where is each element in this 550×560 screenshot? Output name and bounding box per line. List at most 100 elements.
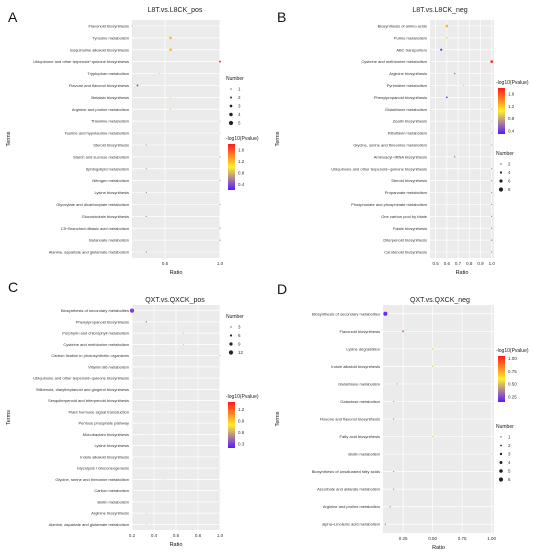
term-label: Arginine biosynthesis — [389, 71, 427, 76]
term-label: Flavonoid biosynthesis — [89, 23, 129, 28]
term-label: Biosynthesis of amino acids — [378, 23, 427, 28]
data-point — [491, 108, 493, 110]
panel-d: D QXT.vs.QXCK_neg Biosynthesis of secondar… — [275, 281, 529, 551]
x-tick-label: 1.00 — [487, 536, 496, 541]
x-axis-title: Ratio — [432, 545, 445, 551]
size-legend-dot — [499, 179, 503, 183]
x-tick-label: 0.6 — [173, 533, 180, 538]
data-point — [146, 377, 147, 379]
x-axis-title: Ratio — [170, 542, 183, 548]
term-label: Flavonoid biosynthesis — [340, 329, 380, 334]
data-point — [219, 456, 221, 458]
size-legend-label: 4 — [238, 112, 241, 117]
term-label: Biotin metabolism — [348, 452, 380, 457]
term-label: Glucosinolate biosynthesis — [82, 214, 129, 219]
term-label: Biosynthesis of unsaturated fatty acids — [312, 469, 380, 474]
term-label: Sphingolipid metabolism — [86, 166, 130, 171]
term-label: Zeatin biosynthesis — [393, 119, 427, 124]
term-label: Cysteine and methionine metabolism — [361, 59, 427, 64]
color-legend-tick: 0.3 — [238, 442, 245, 447]
size-legend-dot — [230, 88, 232, 90]
x-tick-label: 0.4 — [151, 533, 158, 538]
color-legend-tick: 1.6 — [508, 92, 515, 97]
color-legend-title: -log10(Pvalue) — [496, 348, 529, 354]
data-point — [158, 72, 161, 75]
term-label: ABC transporters — [396, 47, 427, 52]
size-legend-label: 2 — [508, 162, 511, 167]
term-label: Glycine, serine and threonine metabolism — [353, 142, 427, 147]
data-point — [164, 400, 166, 401]
data-point — [183, 332, 185, 334]
size-legend-label: 6 — [508, 477, 511, 482]
size-legend-label: 3 — [238, 104, 241, 109]
data-point — [219, 203, 221, 206]
term-label: One carbon pool by folate — [381, 214, 428, 219]
data-point — [491, 180, 493, 182]
data-point — [431, 365, 434, 367]
color-bar — [228, 402, 235, 448]
term-label: Glyoxylate and dicarboxylate metabolism — [56, 202, 129, 207]
term-label: Flavone and flavonol biosynthesis — [320, 417, 380, 422]
size-legend-dot — [498, 187, 504, 192]
data-point — [169, 96, 172, 98]
term-label: Porphyrin and chlorophyll metabolism — [62, 331, 129, 336]
panel-c: C QXT.vs.QXCK_pos Biosynthesis of secondar… — [6, 279, 259, 548]
data-point — [219, 490, 221, 491]
data-point — [453, 72, 456, 75]
data-point — [491, 120, 493, 122]
data-point — [393, 471, 395, 473]
data-point — [219, 501, 221, 503]
size-legend-dot — [499, 461, 503, 464]
size-legend-dot — [229, 112, 233, 117]
color-legend-tick: 0.4 — [508, 128, 515, 133]
color-bar — [498, 88, 505, 134]
size-legend-dot — [499, 469, 503, 473]
color-legend-tick: 1.2 — [238, 407, 245, 412]
term-label: alpha−Linolenic acid metabolism — [322, 522, 381, 527]
term-label: Galactose metabolism — [340, 399, 380, 404]
data-point — [491, 144, 493, 146]
data-point — [145, 168, 147, 170]
size-legend-label: 4 — [508, 170, 511, 175]
term-label: Carbon fixation in photosynthetic organi… — [51, 353, 129, 358]
x-axis-title: Ratio — [170, 270, 183, 276]
data-point — [219, 239, 221, 241]
size-legend-label: 3 — [238, 325, 241, 330]
color-legend-tick: 0.6 — [238, 430, 245, 435]
term-label: Arginine biosynthesis — [91, 511, 129, 516]
term-label: Alanine, aspartate and glutamate metabol… — [49, 522, 130, 527]
data-point — [491, 227, 493, 229]
term-label: Phenylpropanoid biosynthesis — [374, 95, 427, 100]
size-legend-label: 2 — [508, 443, 511, 448]
size-legend-label: 5 — [238, 121, 241, 126]
x-tick-label: 0.75 — [458, 536, 467, 541]
data-point — [219, 132, 221, 134]
data-point — [164, 479, 166, 480]
size-legend-label: 6 — [238, 333, 241, 338]
term-label: Lysine biosynthesis — [94, 190, 129, 195]
term-label: Betalain biosynthesis — [91, 95, 129, 100]
data-point — [145, 251, 147, 253]
size-legend-label: 6 — [508, 179, 511, 184]
x-tick-label: 0.5 — [162, 261, 169, 266]
term-label: Stilbenoid, diarylheptanoid and gingerol… — [36, 387, 129, 392]
data-point — [219, 366, 221, 368]
data-point — [491, 168, 493, 170]
term-label: Monobactam biosynthesis — [83, 432, 129, 437]
term-label: Fatty acid biosynthesis — [340, 434, 380, 439]
panel-a: A L8T.vs.L8CK_pos Flavonoid biosynthesis Ty… — [6, 7, 259, 276]
data-point — [393, 418, 395, 420]
data-point — [454, 156, 456, 158]
data-point — [219, 180, 221, 182]
data-point — [491, 132, 493, 134]
size-legend-label: 4 — [508, 460, 511, 465]
term-label: Glutathione metabolism — [338, 381, 381, 386]
term-label: Purine metabolism — [394, 35, 428, 40]
size-legend-label: 3 — [508, 452, 511, 457]
size-legend-label: 1 — [508, 435, 511, 440]
term-label: Phosphonate and phosphinate metabolism — [351, 202, 428, 207]
term-label: Arginine and proline metabolism — [72, 107, 130, 112]
term-label: Pentose phosphate pathway — [79, 421, 129, 426]
color-bar — [228, 144, 235, 190]
